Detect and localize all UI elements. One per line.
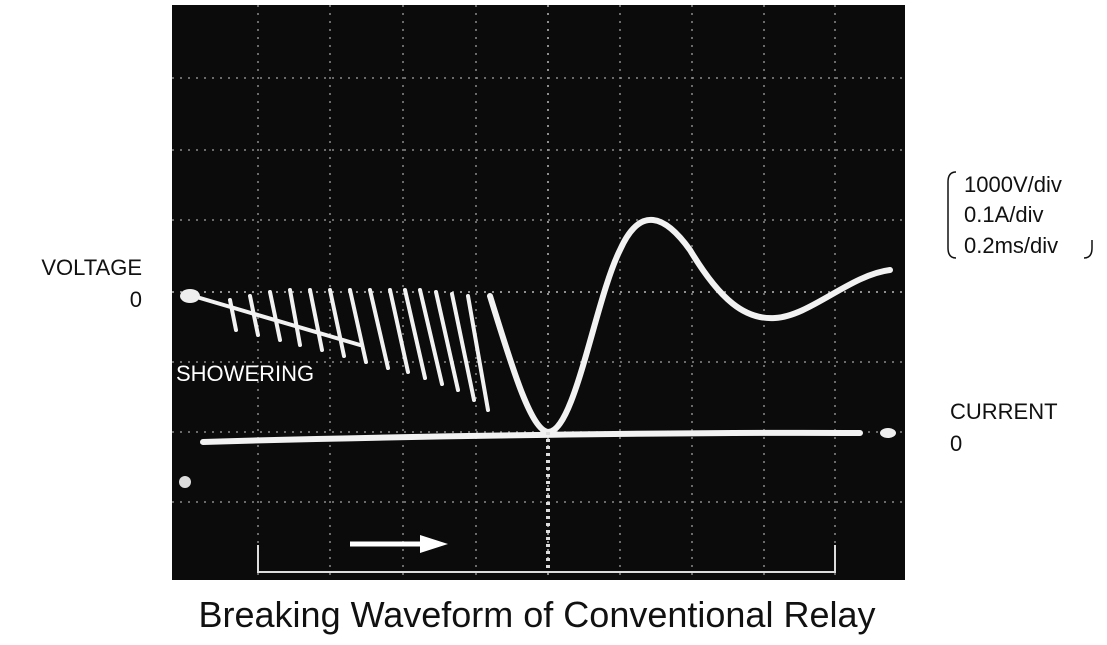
scope-grid	[172, 5, 905, 580]
voltage-label: VOLTAGE	[41, 255, 142, 280]
scope-screen	[172, 5, 905, 580]
showering-label: SHOWERING	[176, 361, 314, 386]
caption: Breaking Waveform of Conventional Relay	[199, 594, 876, 635]
voltage-trace	[180, 216, 893, 435]
time-arrow	[350, 535, 448, 553]
scale-label: 1000V/div	[964, 172, 1062, 197]
current-zero-label: 0	[950, 431, 962, 456]
current-trace	[179, 428, 896, 572]
voltage-zero-label: 0	[130, 287, 142, 312]
current-label: CURRENT	[950, 399, 1058, 424]
scale-label: 0.1A/div	[964, 202, 1044, 227]
scale-label: 0.2ms/div	[964, 233, 1058, 258]
bracket-left	[947, 171, 957, 259]
bracket-right	[1083, 240, 1093, 259]
